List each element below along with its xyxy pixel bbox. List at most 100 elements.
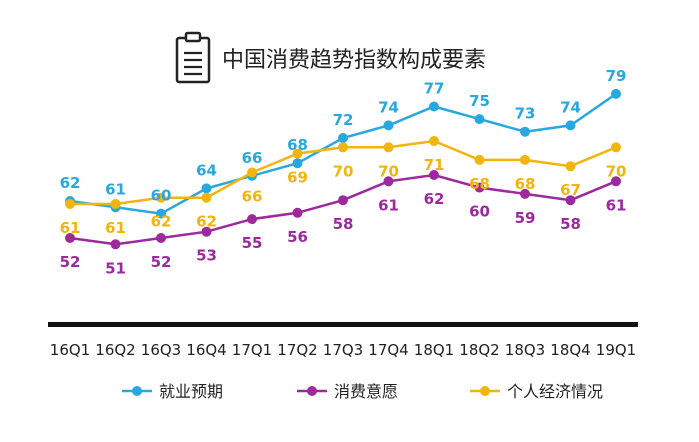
data-point xyxy=(156,208,166,219)
data-point xyxy=(338,133,348,143)
data-point xyxy=(110,239,121,250)
data-label: 55 xyxy=(242,234,263,252)
series-2 xyxy=(65,136,621,209)
data-point xyxy=(201,192,212,203)
data-point xyxy=(383,120,394,131)
x-tick-label: 17Q1 xyxy=(232,341,272,359)
data-label: 79 xyxy=(606,67,627,85)
data-label: 74 xyxy=(560,98,581,116)
legend-swatch-marker xyxy=(480,386,490,396)
x-tick-labels: 16Q1 16Q2 16Q3 16Q4 17Q1 17Q2 17Q3 17Q4 18Q1 18Q2… xyxy=(50,341,636,359)
data-label: 62 xyxy=(151,213,172,231)
legend-label: 消费意愿 xyxy=(334,382,398,401)
data-label: 73 xyxy=(515,105,536,123)
data-label: 52 xyxy=(151,253,172,271)
x-tick-label: 17Q2 xyxy=(277,341,317,359)
data-point xyxy=(520,126,530,137)
x-tick-label: 18Q3 xyxy=(505,341,545,359)
data-point xyxy=(429,170,439,180)
data-label: 61 xyxy=(60,219,81,237)
data-point xyxy=(474,114,485,125)
data-point xyxy=(292,207,303,218)
x-axis xyxy=(48,322,638,327)
data-label: 74 xyxy=(378,98,399,116)
x-tick-label: 16Q2 xyxy=(95,341,135,359)
data-label: 62 xyxy=(60,174,81,192)
x-tick-label: 16Q4 xyxy=(186,341,226,359)
legend-label: 就业预期 xyxy=(159,382,223,401)
data-label: 68 xyxy=(287,136,308,154)
legend-label: 个人经济情况 xyxy=(507,382,603,401)
data-label: 67 xyxy=(560,181,581,199)
legend-swatch-marker xyxy=(307,386,317,396)
data-label: 70 xyxy=(333,162,354,180)
legend-item: 消费意愿 xyxy=(297,382,398,401)
data-point xyxy=(474,154,485,165)
data-label: 58 xyxy=(560,215,581,233)
x-tick-label: 17Q3 xyxy=(323,341,363,359)
data-label: 60 xyxy=(151,187,172,205)
data-point xyxy=(611,142,621,153)
data-point xyxy=(247,214,257,225)
data-point xyxy=(201,226,212,237)
legend: 就业预期 消费意愿 个人经济情况 xyxy=(122,382,603,401)
data-label: 58 xyxy=(333,215,354,233)
data-label: 64 xyxy=(196,161,217,179)
data-label: 53 xyxy=(196,247,217,265)
data-labels: 62 61 60 64 66 68 72 74 77 75 73 74 79 52 51 52 53 55 56 58… xyxy=(60,67,627,277)
data-label: 62 xyxy=(424,190,445,208)
data-point xyxy=(520,188,530,199)
series-1 xyxy=(65,170,621,250)
data-point xyxy=(520,154,530,165)
data-label: 77 xyxy=(424,80,445,98)
data-point xyxy=(565,120,576,131)
data-point xyxy=(338,142,348,153)
data-point xyxy=(201,183,212,194)
data-label: 61 xyxy=(378,196,399,214)
legend-item: 就业预期 xyxy=(122,382,223,401)
data-point xyxy=(565,195,576,206)
clipboard-icon xyxy=(175,31,211,84)
data-label: 69 xyxy=(287,169,308,187)
data-point xyxy=(611,88,621,99)
data-label: 68 xyxy=(515,175,536,193)
data-label: 52 xyxy=(60,253,81,271)
chart-title: 中国消费趋势指数构成要素 xyxy=(222,48,486,73)
x-tick-label: 17Q4 xyxy=(368,341,408,359)
data-point xyxy=(565,161,576,172)
data-label: 66 xyxy=(242,188,263,206)
data-label: 62 xyxy=(196,213,217,231)
data-point xyxy=(383,142,394,153)
x-tick-label: 16Q1 xyxy=(50,341,90,359)
data-point xyxy=(292,158,303,169)
data-label: 75 xyxy=(469,92,490,110)
data-label: 59 xyxy=(515,209,536,227)
data-label: 61 xyxy=(606,196,627,214)
data-point xyxy=(65,199,75,209)
x-tick-label: 16Q3 xyxy=(141,341,181,359)
data-label: 60 xyxy=(469,203,490,221)
data-label: 72 xyxy=(333,111,354,129)
data-label: 68 xyxy=(469,175,490,193)
x-tick-label: 18Q2 xyxy=(459,341,499,359)
data-point xyxy=(292,148,303,159)
data-point xyxy=(429,136,439,146)
data-label: 56 xyxy=(287,228,308,246)
x-tick-label: 19Q1 xyxy=(596,341,636,359)
data-label: 66 xyxy=(242,149,263,167)
data-point xyxy=(611,176,621,187)
x-tick-label: 18Q1 xyxy=(414,341,454,359)
data-label: 51 xyxy=(105,259,126,277)
legend-swatch-marker xyxy=(132,386,142,396)
data-point xyxy=(474,182,485,193)
data-point xyxy=(429,101,439,112)
data-point xyxy=(383,176,394,187)
data-point xyxy=(156,233,166,243)
data-label: 61 xyxy=(105,219,126,237)
data-point xyxy=(110,199,121,209)
data-point xyxy=(156,192,166,203)
legend-item: 个人经济情况 xyxy=(470,382,603,401)
data-label: 71 xyxy=(424,156,445,174)
data-label: 61 xyxy=(105,180,126,198)
